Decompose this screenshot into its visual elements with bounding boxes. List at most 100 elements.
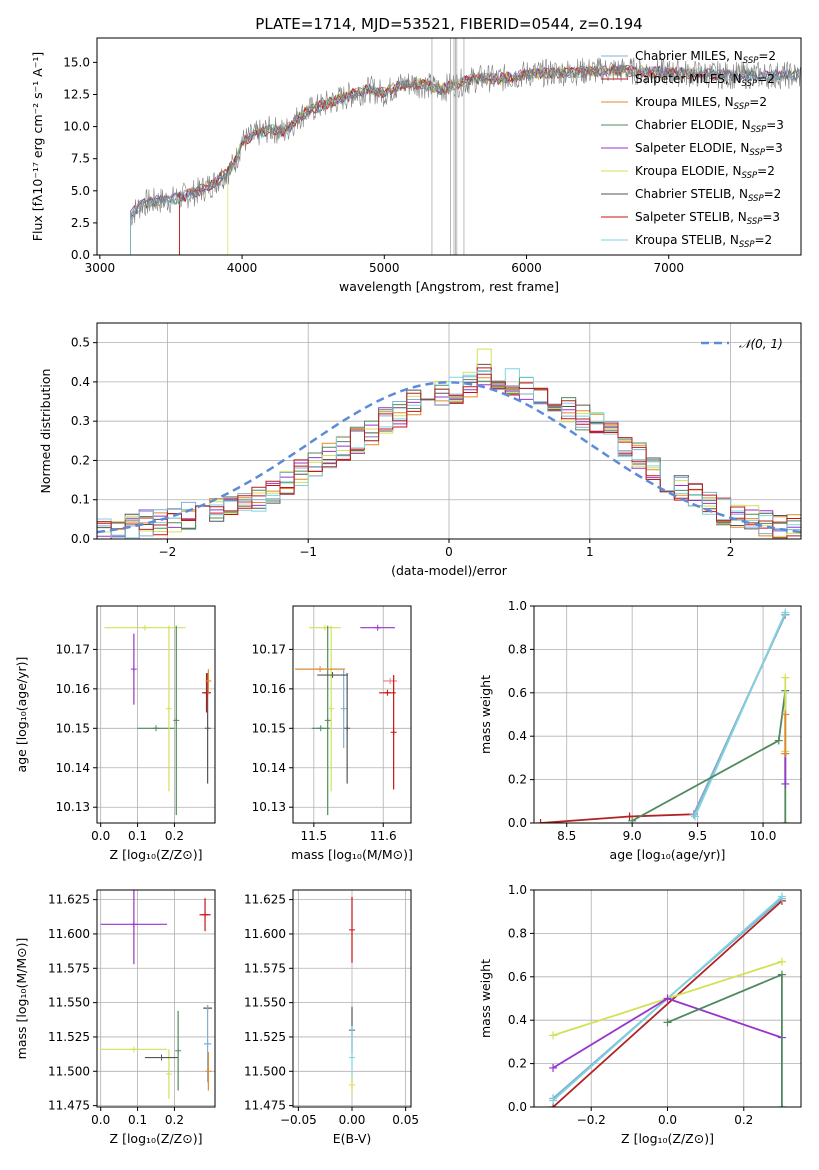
model-spectrum-line (130, 64, 800, 255)
plot-area (104, 624, 212, 816)
y-tick-label: 0.0 (508, 1100, 527, 1114)
model-spectrum-line (227, 65, 639, 255)
x-tick-label: 0.2 (165, 1113, 184, 1127)
y-axis-label: Flux [fλ10⁻¹⁷ erg cm⁻² s⁻¹ A⁻¹] (30, 52, 45, 241)
residual-histogram-step (97, 373, 801, 539)
y-axis-label: Normed distribution (38, 369, 53, 494)
x-tick-label: 6000 (511, 261, 542, 275)
mass-weight-marker (777, 957, 786, 966)
y-tick-label: 0.2 (508, 773, 527, 787)
y-tick-label: 10.0 (63, 120, 90, 134)
data-point (205, 677, 212, 684)
axes-frame (533, 889, 802, 1108)
mass-weight-marker (777, 970, 786, 979)
y-tick-label: 7.5 (71, 152, 90, 166)
x-tick-label: −2 (159, 545, 177, 559)
data-point (349, 1054, 355, 1061)
x-tick-label: 0.0 (658, 1113, 677, 1127)
data-point (387, 677, 394, 684)
axes-frame (96, 322, 802, 540)
mass-weight-marker (777, 892, 786, 901)
mass-weight-marker (781, 710, 790, 719)
mass-weight-line (540, 614, 787, 823)
mass-vs-extinction-panel: −0.05 0.00 0.05 11.475 11.500 11.525 11.550 11.… (244, 889, 419, 1146)
x-axis-label: mass [log₁₀(M/M⊙)] (291, 847, 413, 862)
model-spectrum-line (130, 64, 800, 255)
mass-weight-marker (625, 812, 634, 821)
y-tick-label: 0.8 (508, 926, 527, 940)
axes-frame (96, 37, 802, 256)
y-tick-label: 11.625 (244, 893, 286, 907)
data-point (130, 666, 137, 673)
y-tick-label: 11.575 (244, 961, 286, 975)
plot-area (549, 892, 786, 1107)
x-tick-label: 0.1 (128, 1113, 147, 1127)
x-tick-label: 0.0 (91, 1113, 110, 1127)
y-tick-label: 12.5 (63, 87, 90, 101)
mass-weight-marker (781, 779, 790, 788)
y-tick-label: 0.3 (71, 414, 90, 428)
mass-vs-metallicity-panel: 0.0 0.1 0.2 11.475 11.500 11.525 11.550 11.575 1… (14, 889, 216, 1146)
axes-frame (292, 889, 412, 1108)
data-point (202, 911, 209, 918)
mass-weight-marker (774, 736, 783, 745)
residual-histogram-step (97, 370, 801, 539)
legend-label: Kroupa MILES, NSSP=2 (635, 95, 767, 112)
data-point (329, 672, 336, 679)
normal-reference-curve (97, 381, 801, 534)
y-axis-label: mass weight (478, 959, 493, 1038)
y-tick-label: 0.5 (71, 336, 90, 350)
mass-weight-marker (549, 1063, 558, 1072)
mass-weight-marker (663, 994, 672, 1003)
axes-frame (533, 605, 802, 824)
mass-weight-marker (663, 1018, 672, 1027)
y-tick-label: 5.0 (71, 184, 90, 198)
y-tick-label: 10.13 (56, 800, 90, 814)
x-tick-label: 10.0 (750, 829, 777, 843)
x-tick-label: 11.5 (300, 829, 327, 843)
legend-label: Salpeter STELIB, NSSP=3 (635, 210, 780, 227)
y-tick-label: 0.6 (508, 686, 527, 700)
x-tick-label: 11.6 (370, 829, 397, 843)
y-tick-label: 11.475 (48, 1099, 90, 1113)
data-point (165, 705, 172, 712)
x-tick-label: 0 (445, 545, 453, 559)
data-point (205, 1068, 212, 1075)
y-tick-label: 10.14 (56, 761, 90, 775)
data-point (173, 717, 180, 724)
x-tick-label: 2 (727, 545, 735, 559)
y-tick-label: 10.17 (252, 642, 286, 656)
y-tick-label: 0.4 (508, 1013, 527, 1027)
spectrum-panel: 3000 4000 5000 6000 7000 0.0 2.5 5.0 7.5 10.0 12.5… (30, 37, 802, 294)
mass-weight-line (552, 900, 783, 1107)
x-tick-label: 3000 (85, 261, 116, 275)
x-axis-label: E(B-V) (333, 1131, 372, 1146)
x-tick-label: 0.1 (128, 829, 147, 843)
y-tick-label: 10.15 (56, 721, 90, 735)
plot-area (100, 890, 213, 1099)
weight-vs-metallicity-panel: −0.2 0.0 0.2 0.0 0.2 0.4 0.6 0.8 1.0 Z [log₁₀(Z/Z… (478, 883, 802, 1146)
legend-label: Chabrier MILES, NSSP=2 (635, 49, 776, 66)
y-tick-label: 0.2 (508, 1057, 527, 1071)
x-axis-label: age [log₁₀(age/yr)] (610, 847, 726, 862)
mass-weight-line (694, 612, 787, 817)
x-tick-label: 5000 (369, 261, 400, 275)
mass-weight-line (667, 973, 783, 1107)
y-tick-label: 10.16 (56, 682, 90, 696)
data-point (349, 926, 355, 933)
plot-area (349, 896, 355, 1094)
y-tick-label: 15.0 (63, 55, 90, 69)
y-tick-label: 11.525 (244, 1030, 286, 1044)
data-point (317, 725, 324, 732)
y-tick-label: 11.500 (48, 1064, 90, 1078)
data-point (390, 729, 397, 736)
legend-label: Kroupa STELIB, NSSP=2 (635, 233, 772, 250)
x-tick-label: 0.00 (339, 1113, 366, 1127)
mass-weight-marker (781, 819, 790, 823)
data-point (344, 725, 351, 732)
x-tick-label: 0.2 (165, 829, 184, 843)
y-axis-label: age [log₁₀(age/yr)] (14, 657, 29, 773)
y-tick-label: 1.0 (508, 599, 527, 613)
mass-weight-marker (690, 812, 699, 821)
mass-weight-marker (781, 673, 790, 682)
